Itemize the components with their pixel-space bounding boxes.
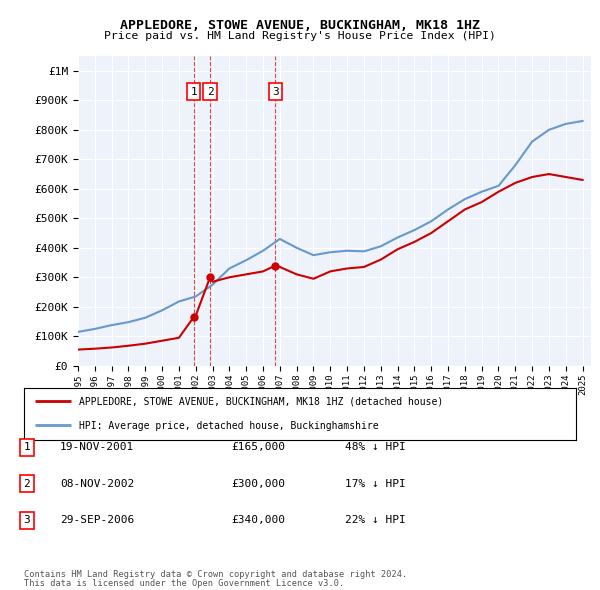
Text: APPLEDORE, STOWE AVENUE, BUCKINGHAM, MK18 1HZ (detached house): APPLEDORE, STOWE AVENUE, BUCKINGHAM, MK1… [79,396,443,407]
Text: Price paid vs. HM Land Registry's House Price Index (HPI): Price paid vs. HM Land Registry's House … [104,31,496,41]
Text: Contains HM Land Registry data © Crown copyright and database right 2024.: Contains HM Land Registry data © Crown c… [24,571,407,579]
Text: 1: 1 [190,87,197,97]
Text: £340,000: £340,000 [231,516,285,525]
Text: This data is licensed under the Open Government Licence v3.0.: This data is licensed under the Open Gov… [24,579,344,588]
Text: 48% ↓ HPI: 48% ↓ HPI [345,442,406,452]
Text: 08-NOV-2002: 08-NOV-2002 [60,479,134,489]
Text: APPLEDORE, STOWE AVENUE, BUCKINGHAM, MK18 1HZ: APPLEDORE, STOWE AVENUE, BUCKINGHAM, MK1… [120,19,480,32]
Text: 22% ↓ HPI: 22% ↓ HPI [345,516,406,525]
Text: 2: 2 [206,87,214,97]
Text: 2: 2 [23,479,31,489]
Text: HPI: Average price, detached house, Buckinghamshire: HPI: Average price, detached house, Buck… [79,421,379,431]
Text: 17% ↓ HPI: 17% ↓ HPI [345,479,406,489]
Text: £300,000: £300,000 [231,479,285,489]
Text: £165,000: £165,000 [231,442,285,452]
Text: 3: 3 [23,516,31,525]
Text: 3: 3 [272,87,279,97]
Text: 19-NOV-2001: 19-NOV-2001 [60,442,134,452]
Text: 1: 1 [23,442,31,452]
Text: 29-SEP-2006: 29-SEP-2006 [60,516,134,525]
